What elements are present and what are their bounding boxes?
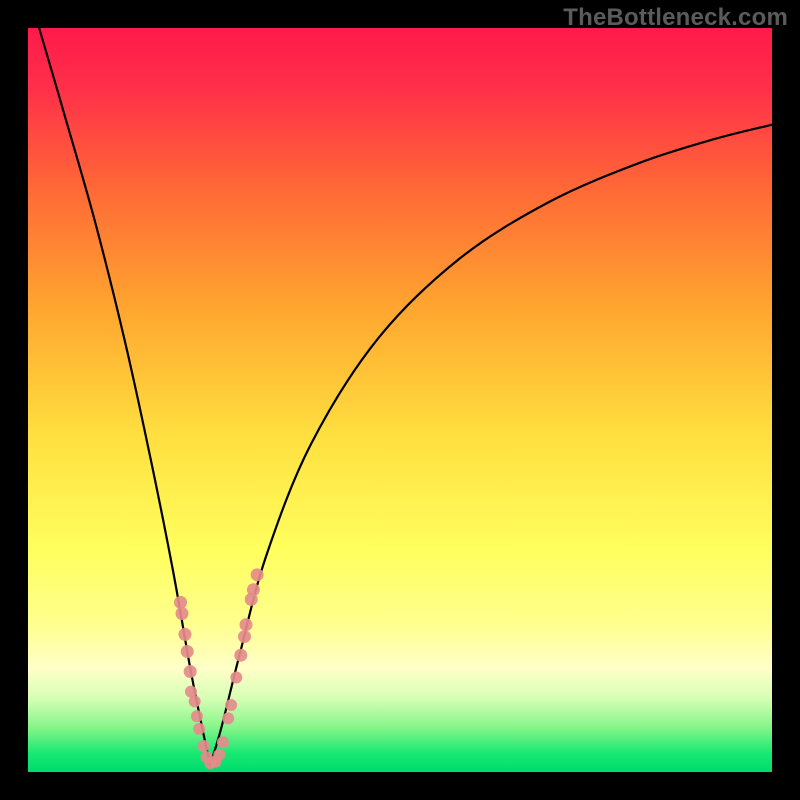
scatter-point [213,749,225,761]
plot-area [28,28,772,772]
chart-root: TheBottleneck.com [0,0,800,800]
scatter-point [181,645,194,658]
scatter-point [191,710,203,722]
scatter-point [225,699,237,711]
scatter-point [178,628,191,641]
watermark-text: TheBottleneck.com [563,4,788,32]
chart-svg [0,0,800,800]
scatter-point [239,618,252,631]
scatter-point [238,630,251,643]
scatter-point [198,740,210,752]
scatter-point [234,649,247,662]
scatter-point [193,723,205,735]
scatter-point [247,583,260,596]
scatter-point [251,568,264,581]
scatter-point [222,712,234,724]
scatter-point [176,607,189,620]
scatter-point [189,695,201,707]
scatter-point [217,736,229,748]
scatter-point [174,596,187,609]
scatter-point [184,665,197,678]
scatter-point [230,672,242,684]
